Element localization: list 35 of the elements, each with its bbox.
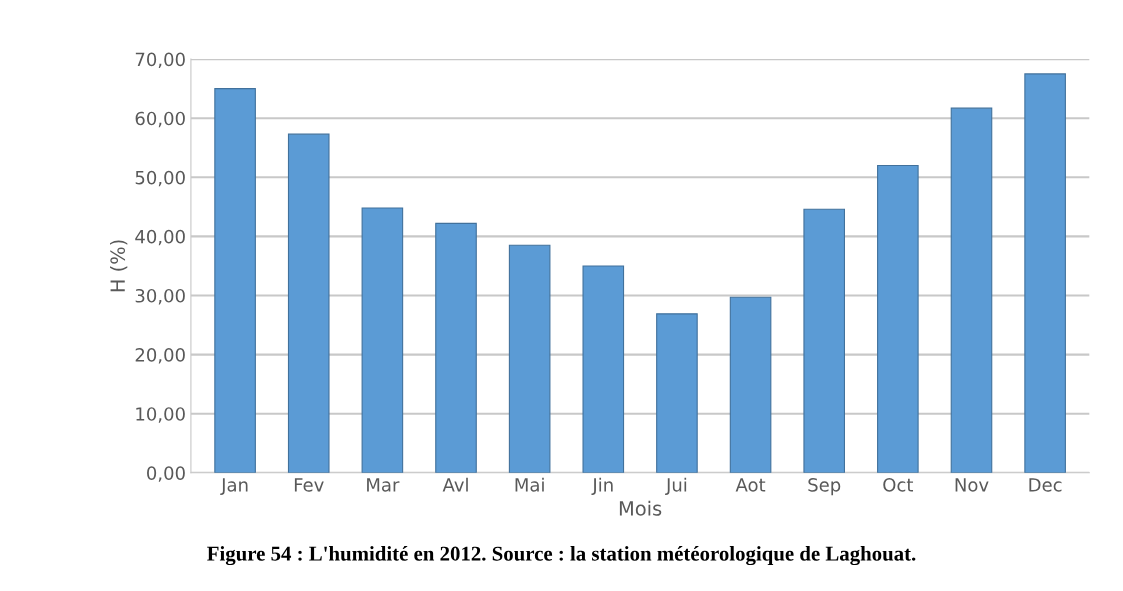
x-tick-label: Mar xyxy=(367,478,400,492)
bar xyxy=(435,222,477,473)
bar xyxy=(287,133,330,473)
x-tick-label: Jan xyxy=(220,478,248,495)
x-tick-label: Nov xyxy=(955,478,989,492)
bar xyxy=(361,207,404,473)
bar xyxy=(508,244,551,473)
x-tick-label: Sep xyxy=(808,477,841,496)
x-tick-label: Oct xyxy=(883,477,914,492)
bar xyxy=(656,313,698,473)
y-tick-label: 70,00 xyxy=(135,52,185,69)
bar xyxy=(803,208,846,473)
x-tick-label: Fev xyxy=(294,478,324,492)
y-axis-title: H (%) xyxy=(110,240,128,292)
bar xyxy=(950,107,993,473)
y-tick-label: 50,00 xyxy=(135,170,185,187)
x-axis-title: Mois xyxy=(619,500,662,516)
bar xyxy=(582,265,625,473)
y-tick-label: 20,00 xyxy=(135,348,185,364)
x-tick-label: Dec xyxy=(1029,478,1062,492)
bar xyxy=(729,296,772,473)
caption: Figure 54 : L'humidité en 2012. Source : la station météorologique de Laghouat. xyxy=(207,546,916,566)
y-tick-label: 0,00 xyxy=(147,466,185,482)
bar xyxy=(214,88,256,473)
y-tick-label: 40,00 xyxy=(135,229,185,246)
x-tick-label: Avl xyxy=(442,477,468,492)
x-tick-label: Mai xyxy=(515,477,544,492)
bar xyxy=(877,164,919,473)
y-tick-label: 60,00 xyxy=(135,111,185,128)
bar xyxy=(1024,73,1066,473)
y-tick-label: 30,00 xyxy=(135,288,185,305)
x-tick-label: Jui xyxy=(665,477,687,495)
x-tick-label: Aot xyxy=(735,478,766,492)
y-tick-label: 10,00 xyxy=(136,407,185,423)
x-tick-label: Jin xyxy=(591,477,613,495)
